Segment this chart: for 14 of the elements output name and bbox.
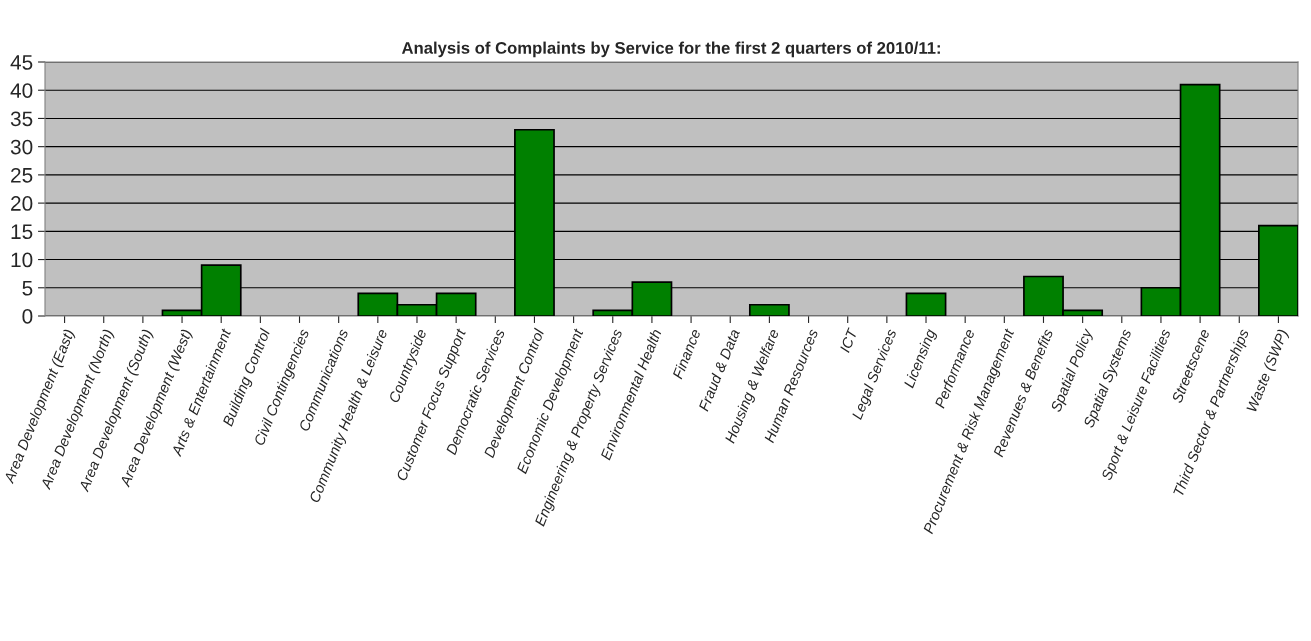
y-tick-label: 15 — [11, 224, 33, 240]
y-tick-label: 20 — [11, 196, 33, 211]
y-tick-label: 30 — [10, 139, 33, 155]
bar — [748, 303, 790, 316]
x-tick-label: ICT — [839, 327, 858, 354]
y-tick-label: 40 — [10, 83, 33, 98]
y-tick-label: 45 — [10, 55, 33, 70]
chart-title: Analysis of Complaints by Service for the first 2 quarters of 2010/11: — [401, 41, 940, 58]
y-tick-label: 5 — [22, 280, 33, 296]
y-tick-label: 10 — [11, 252, 33, 268]
bar — [905, 292, 947, 316]
y-tick-label: 0 — [22, 309, 33, 324]
y-tick-label: 25 — [11, 167, 33, 183]
y-tick-label: 35 — [10, 111, 33, 127]
